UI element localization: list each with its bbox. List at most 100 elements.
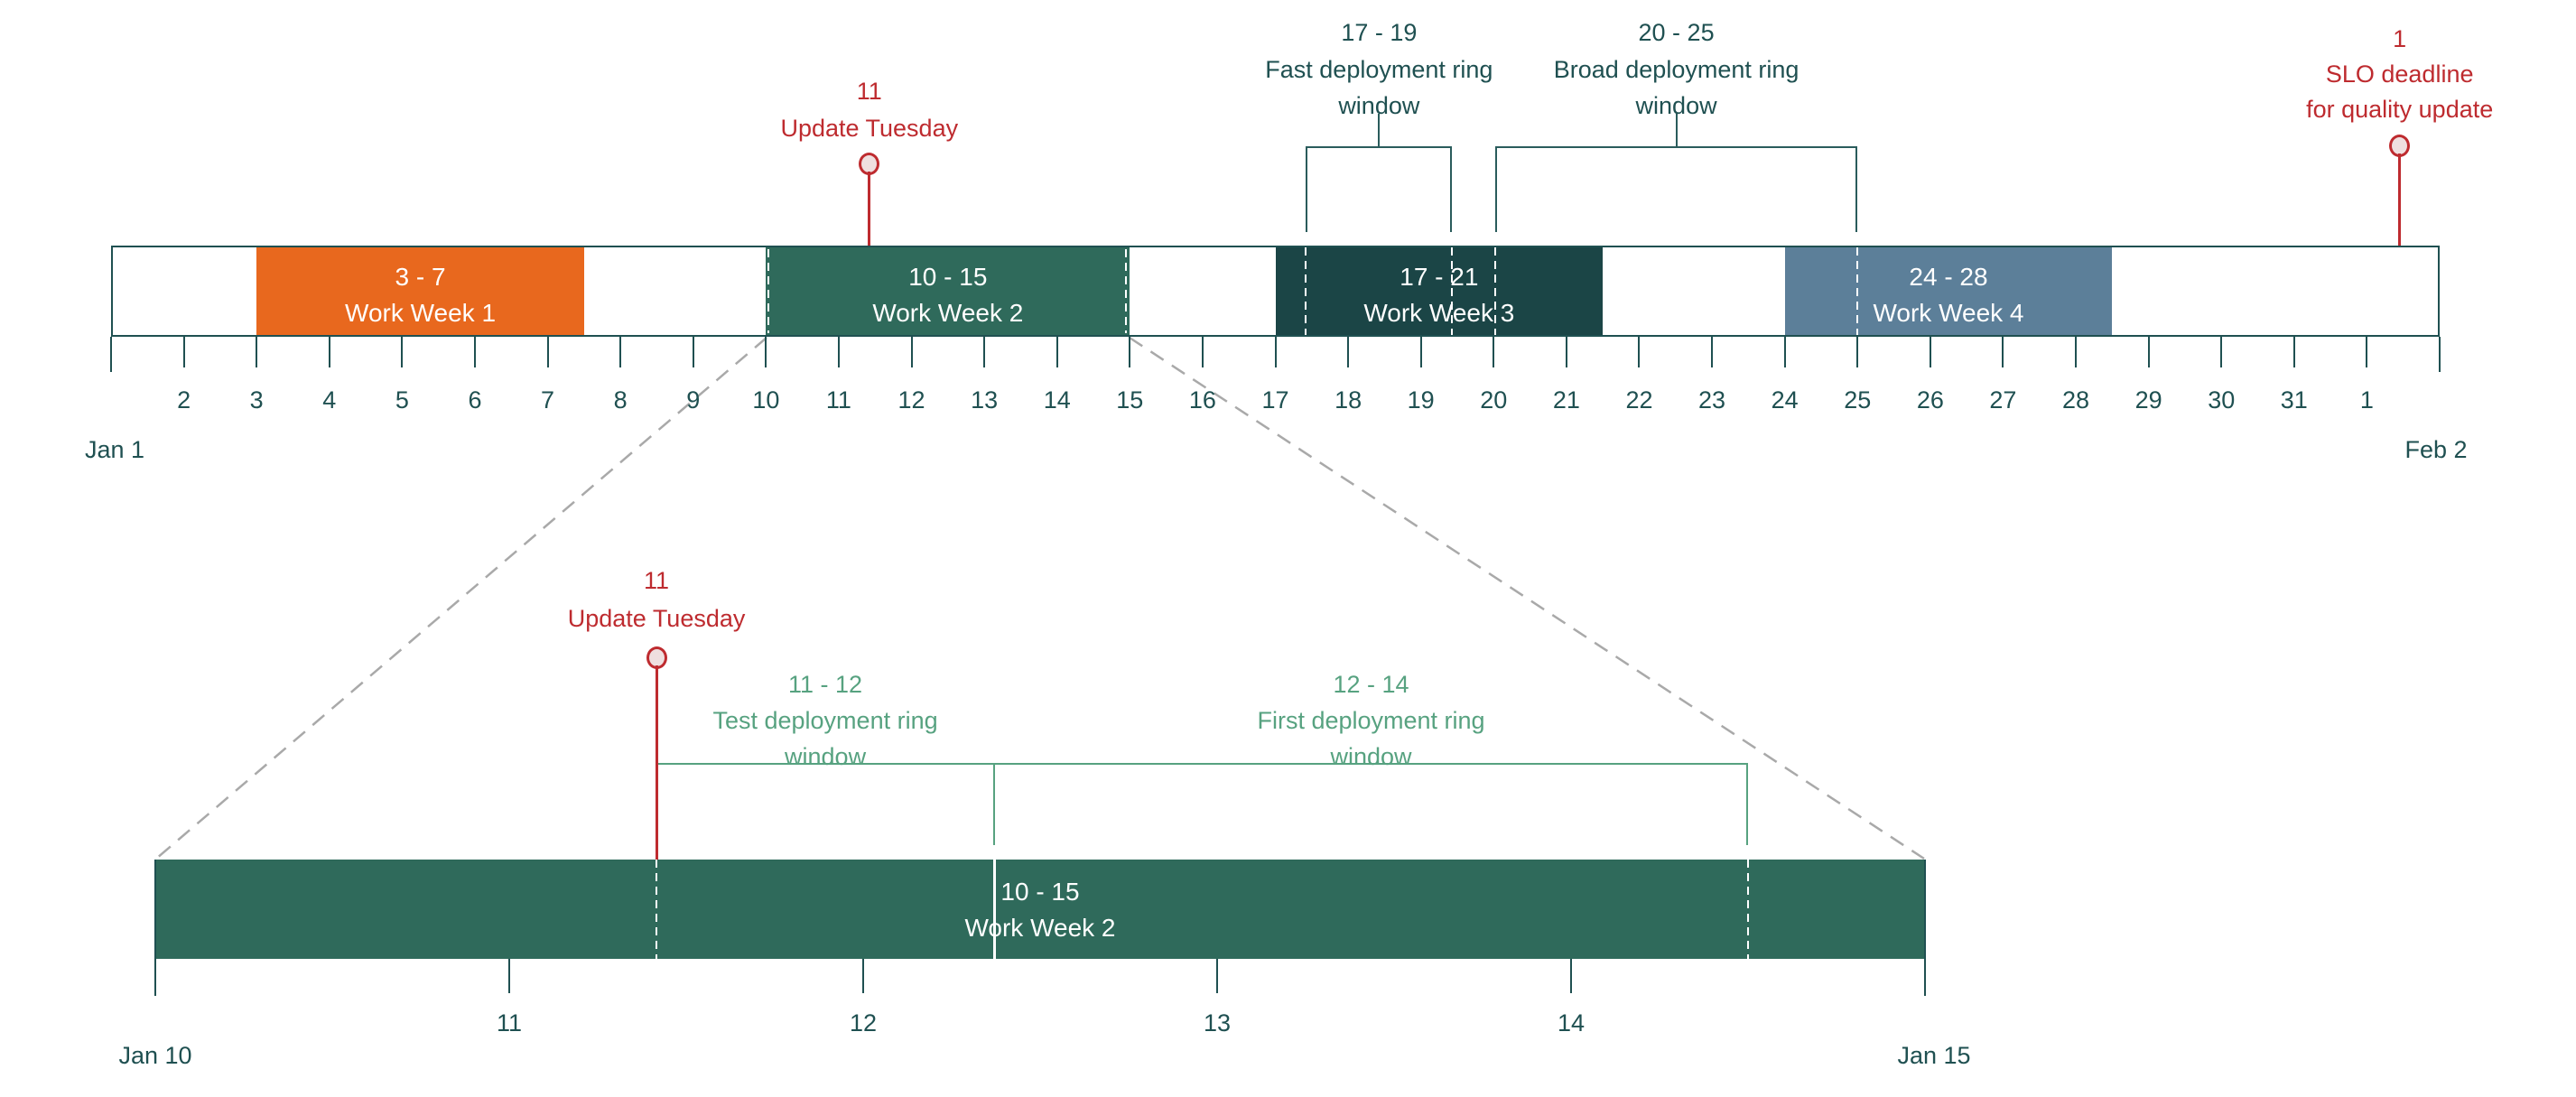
day-tick <box>256 337 258 367</box>
day-tick <box>1638 337 1641 367</box>
broad-ring-window-label: 20 - 25 Broad deployment ring window <box>1554 14 1799 125</box>
day-tick <box>1274 337 1277 367</box>
work-week-2-detail-name-label: Work Week 2 <box>964 914 1116 942</box>
work-week-2-label: 10 - 15 Work Week 2 <box>766 259 1130 331</box>
day-tick <box>2075 337 2078 367</box>
day-tick <box>1419 337 1422 367</box>
first-ring-window-range-label: 12 - 14 <box>1333 671 1409 698</box>
start-date-label: Jan 1 <box>84 436 145 463</box>
detail-edge-tick-left <box>154 860 156 996</box>
test-ring-window-text-line1: Test deployment ring <box>712 707 938 734</box>
update-tuesday-detail-pin-line <box>655 665 658 860</box>
day-tick <box>2220 337 2223 367</box>
day-tick-label: 23 <box>1698 386 1726 414</box>
work-week-1-block: 3 - 7 Work Week 1 <box>256 247 584 335</box>
day-tick-label: 24 <box>1771 386 1799 414</box>
detail-zoom-left-boundary-dash <box>767 249 770 333</box>
fast-ring-window-text-line1: Fast deployment ring <box>1265 55 1493 83</box>
detail-day-tick-label: 13 <box>1203 1009 1232 1037</box>
detail-day-tick <box>1570 959 1572 993</box>
day-tick-label: 29 <box>2134 386 2162 414</box>
day-tick <box>328 337 330 367</box>
fast-ring-window-left-leg <box>1306 146 1308 232</box>
detail-windows-span-line <box>656 763 1748 765</box>
broad-ring-window-right-leg <box>1855 146 1858 232</box>
detail-day-tick <box>862 959 864 993</box>
work-week-2-detail-label: 10 - 15 Work Week 2 <box>155 874 1925 946</box>
day-tick <box>473 337 476 367</box>
day-tick-label: 5 <box>395 386 409 414</box>
day-tick-label: 25 <box>1844 386 1872 414</box>
day-tick <box>1929 337 1931 367</box>
work-week-3-label: 17 - 21 Work Week 3 <box>1276 259 1604 331</box>
update-tuesday-pin-line <box>868 172 871 246</box>
broad-ring-window-left-leg <box>1494 146 1497 232</box>
work-week-1-name-label: Work Week 1 <box>345 299 497 327</box>
day-tick-label: 11 <box>825 386 851 414</box>
update-tuesday-detail-label: 11 Update Tuesday <box>568 562 746 637</box>
broad-ring-window-span-line <box>1494 146 1858 148</box>
day-tick-label: 8 <box>613 386 628 414</box>
day-tick-label: 12 <box>897 386 925 414</box>
day-tick-label: 1 <box>2359 386 2374 414</box>
day-tick-label: 28 <box>2062 386 2090 414</box>
fast-ring-window-right-leg <box>1450 146 1453 232</box>
day-tick <box>1129 337 1131 367</box>
update-tuesday-text-line2: Update Tuesday <box>780 115 959 142</box>
update-tuesday-text-line1: 11 <box>856 78 882 105</box>
day-tick-label: 13 <box>971 386 999 414</box>
day-tick <box>2002 337 2004 367</box>
first-ring-window-text-line1: First deployment ring <box>1257 707 1485 734</box>
detail-window-boundary-dash-day-11.416 <box>656 860 658 959</box>
day-tick <box>765 337 767 367</box>
work-week-1-range-label: 3 - 7 <box>395 263 446 291</box>
day-tick-label: 19 <box>1407 386 1435 414</box>
window-boundary-dash-day-25 <box>1856 247 1859 335</box>
detail-windows-right-leg <box>1746 763 1748 845</box>
day-tick <box>2147 337 2150 367</box>
day-tick <box>546 337 549 367</box>
work-week-2-detail-bar: 10 - 15 Work Week 2 <box>155 860 1925 959</box>
work-week-4-label: 24 - 28 Work Week 4 <box>1785 259 2113 331</box>
work-week-3-block: 17 - 21 Work Week 3 <box>1275 247 1604 335</box>
fast-ring-window-stem <box>1378 114 1381 146</box>
day-tick-label: 2 <box>177 386 191 414</box>
update-tuesday-detail-text-line2: Update Tuesday <box>567 605 746 632</box>
work-week-2-range-label: 10 - 15 <box>908 263 988 291</box>
work-week-4-range-label: 24 - 28 <box>1909 263 1988 291</box>
slo-deadline-text-line3: for quality update <box>2306 96 2494 123</box>
fast-ring-window-span-line <box>1306 146 1453 148</box>
day-tick-label: 17 <box>1261 386 1289 414</box>
detail-window-boundary-dash-day-14.5 <box>1747 860 1749 959</box>
detail-day-tick <box>1216 959 1218 993</box>
day-tick <box>1783 337 1786 367</box>
test-ring-window-text-line2: window <box>785 743 867 770</box>
slo-deadline-pin-line <box>2398 153 2402 246</box>
day-tick <box>1711 337 1714 367</box>
day-tick-label: 6 <box>468 386 482 414</box>
slo-deadline-text-line1: 1 <box>2393 25 2407 52</box>
detail-day-tick <box>508 959 510 993</box>
detail-end-date-label: Jan 15 <box>1897 1042 1971 1069</box>
detail-day-tick-label: 11 <box>496 1009 523 1037</box>
day-tick <box>2292 337 2295 367</box>
first-ring-window-text-line2: window <box>1330 743 1412 770</box>
day-tick-label: 9 <box>686 386 701 414</box>
work-week-1-label: 3 - 7 Work Week 1 <box>256 259 584 331</box>
work-week-2-block: 10 - 15 Work Week 2 <box>766 247 1130 335</box>
work-week-4-name-label: Work Week 4 <box>1873 299 2024 327</box>
detail-start-date-label: Jan 10 <box>118 1042 192 1069</box>
day-tick <box>837 337 840 367</box>
day-tick-label: 7 <box>541 386 555 414</box>
broad-ring-window-stem <box>1675 114 1678 146</box>
day-tick-label: 3 <box>249 386 264 414</box>
zoom-diagonal-left-line <box>155 337 767 860</box>
day-tick-label: 10 <box>752 386 780 414</box>
day-tick <box>401 337 404 367</box>
day-tick-label: 16 <box>1188 386 1216 414</box>
day-tick <box>619 337 622 367</box>
fast-ring-window-range-label: 17 - 19 <box>1341 19 1418 46</box>
day-tick <box>1565 337 1567 367</box>
day-tick <box>692 337 694 367</box>
work-week-2-name-label: Work Week 2 <box>872 299 1024 327</box>
